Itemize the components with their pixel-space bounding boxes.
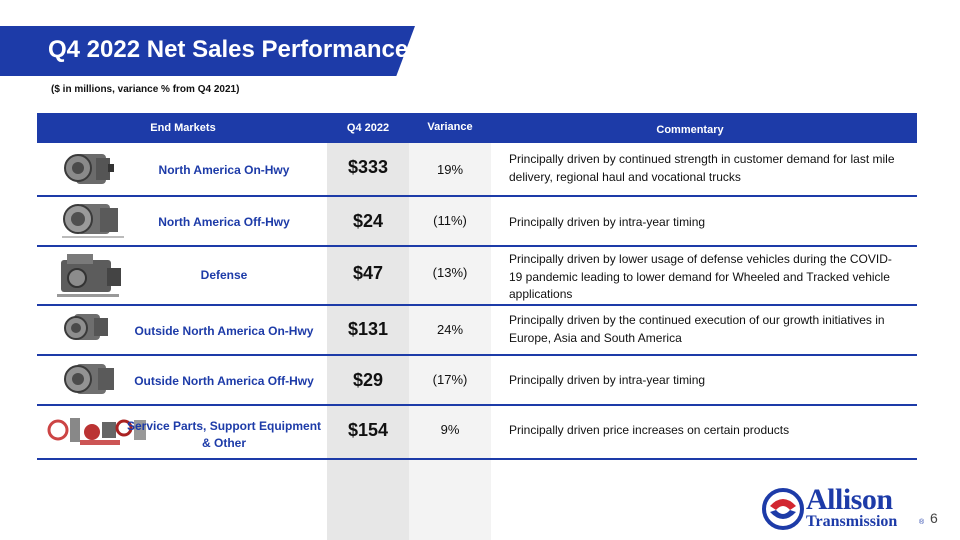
page-number: 6 — [930, 510, 938, 526]
market-label: Service Parts, Support Equipment & Other — [126, 419, 322, 450]
variance-value: (13%) — [432, 265, 468, 280]
header-commentary: Commentary — [656, 124, 724, 136]
q4-value: $154 — [347, 420, 389, 440]
commentary-text: Principally driven by lower usage of def… — [509, 252, 892, 301]
commentary-text: Principally driven by the continued exec… — [509, 313, 885, 345]
transmission-icon — [62, 204, 124, 238]
market-label: Defense — [200, 268, 248, 282]
market-label: North America Off-Hwy — [158, 215, 290, 229]
row-divider — [37, 404, 917, 406]
transmission-icon — [64, 314, 108, 340]
commentary-text: Principally driven price increases on ce… — [509, 423, 790, 437]
variance-value: (17%) — [432, 372, 468, 387]
parts-icon — [47, 418, 146, 445]
market-label: North America On-Hwy — [158, 163, 290, 177]
row-divider — [37, 245, 917, 247]
row-divider — [37, 354, 917, 356]
variance-value: (11%) — [433, 213, 467, 228]
commentary-text: Principally driven by intra-year timing — [509, 373, 706, 387]
q4-value: $333 — [347, 157, 389, 177]
logo-wordmark: Allison — [806, 483, 893, 516]
q4-value: $131 — [347, 319, 389, 339]
commentary-text: Principally driven by continued strength… — [509, 152, 895, 184]
allison-logo-icon — [762, 488, 804, 530]
q4-value: $47 — [352, 263, 384, 283]
header-variance: Variance — [427, 121, 473, 133]
variance-value: 19% — [436, 162, 464, 177]
transmission-icon — [57, 254, 121, 297]
transmission-icon — [64, 154, 114, 184]
q4-value: $29 — [352, 370, 384, 390]
row-divider — [37, 458, 917, 460]
header-end-markets: End Markets — [150, 122, 216, 134]
page-title: Q4 2022 Net Sales Performance — [48, 36, 409, 63]
title-banner — [0, 26, 415, 76]
header-q4: Q4 2022 — [346, 122, 390, 134]
page-subtitle: ($ in millions, variance % from Q4 2021) — [51, 84, 240, 95]
commentary-text: Principally driven by intra-year timing — [509, 215, 706, 229]
registered-mark: ® — [919, 519, 925, 526]
market-label: Outside North America On-Hwy — [134, 324, 314, 338]
variance-value: 24% — [436, 322, 464, 337]
market-label: Outside North America Off-Hwy — [134, 374, 314, 388]
variance-column-shade — [409, 143, 491, 540]
row-divider — [37, 195, 917, 197]
q4-value: $24 — [352, 211, 384, 231]
logo-wordmark-sub: Transmission — [806, 513, 898, 530]
variance-value: 9% — [440, 422, 460, 437]
transmission-icon — [64, 364, 114, 394]
q4-column-shade — [327, 143, 409, 540]
table-header — [37, 113, 917, 143]
row-divider — [37, 304, 917, 306]
